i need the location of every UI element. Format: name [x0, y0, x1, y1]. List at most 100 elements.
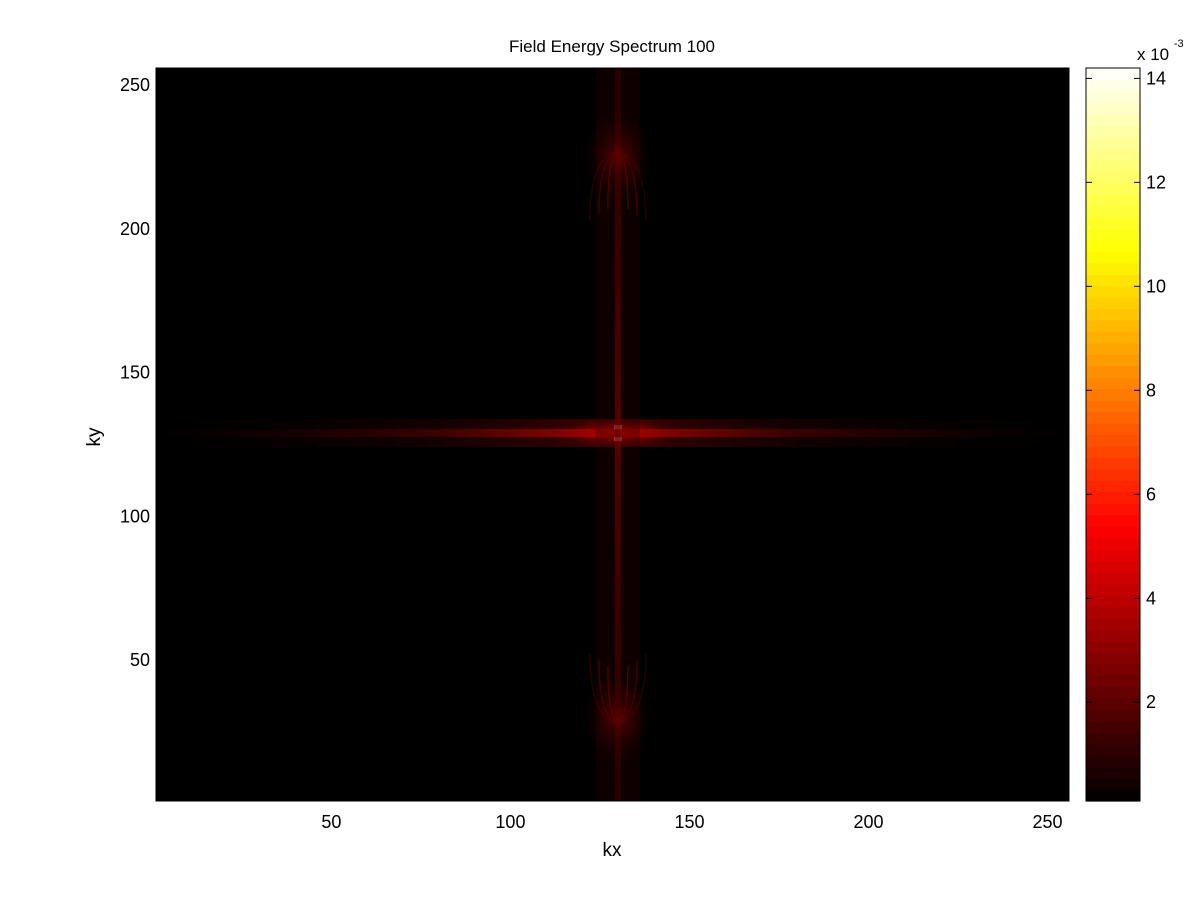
colorbar-tick-label: 2: [1146, 692, 1156, 712]
x-axis-label: kx: [603, 840, 623, 861]
lobe-arc: [589, 653, 647, 725]
colorbar-step: [1086, 262, 1140, 275]
colorbar-step: [1086, 640, 1140, 653]
colorbar-step: [1086, 594, 1140, 607]
colorbar-step: [1086, 468, 1140, 481]
colorbar-step: [1086, 709, 1140, 722]
colorbar-step: [1086, 182, 1140, 195]
colorbar-step: [1086, 342, 1140, 355]
colorbar-step: [1086, 193, 1140, 207]
y-axis-label: ky: [84, 427, 105, 447]
spectral-lobe: [583, 671, 652, 764]
x-tick-label: 250: [1032, 812, 1062, 832]
colorbar-step: [1086, 778, 1140, 791]
horizontal-ridge: [156, 429, 1069, 438]
vertical-ridge: [614, 68, 621, 801]
colorbar-step: [1086, 354, 1140, 367]
lobe-arc: [589, 150, 647, 222]
colorbar-step: [1086, 102, 1140, 115]
colorbar-step: [1086, 743, 1140, 756]
colorbar-frame: [1085, 67, 1141, 802]
colorbar-step: [1086, 228, 1140, 241]
x-tick-label: 100: [495, 812, 525, 832]
colorbar-step: [1086, 675, 1140, 688]
x-tick-label: 50: [321, 812, 341, 832]
colorbar-exponent-base: x 10: [1137, 45, 1169, 64]
y-tick-label: 100: [120, 506, 150, 526]
colorbar-step: [1086, 90, 1140, 103]
colorbar-step: [1086, 377, 1140, 390]
colorbar-step: [1086, 113, 1140, 126]
colorbar-step: [1086, 617, 1140, 630]
colorbar-step: [1086, 652, 1140, 665]
colorbar-step: [1086, 285, 1140, 298]
colorbar-tick-label: 8: [1146, 380, 1156, 400]
colorbar-step: [1086, 755, 1140, 768]
colorbar-gradient: [1086, 68, 1140, 802]
colorbar-step: [1086, 411, 1140, 424]
colorbar-ticks: 2 4 6 8 10 12 14: [1086, 68, 1166, 712]
colorbar-step: [1086, 400, 1140, 413]
colorbar-step: [1086, 549, 1140, 562]
colorbar-step: [1086, 79, 1140, 92]
colorbar-step: [1086, 697, 1140, 710]
colorbar-tick-label: 6: [1146, 484, 1156, 504]
colorbar-step: [1086, 171, 1140, 184]
colorbar-step: [1086, 503, 1140, 516]
colorbar-step: [1086, 560, 1140, 573]
lobe-arc: [598, 659, 638, 725]
colorbar-step: [1086, 297, 1140, 310]
colorbar-step: [1086, 491, 1140, 504]
x-tick-label: 150: [674, 812, 704, 832]
chart-title: Field Energy Spectrum 100: [509, 37, 715, 56]
colorbar-step: [1086, 388, 1140, 401]
colorbar-step: [1086, 68, 1140, 81]
y-tick-label: 150: [120, 363, 150, 383]
colorbar: 2 4 6 8 10 12 14 x 10 -3: [1085, 38, 1184, 802]
colorbar-step: [1086, 571, 1140, 584]
x-tick-label: 200: [853, 812, 883, 832]
y-axis-ticks: 50 100 150 200 250: [120, 75, 1069, 670]
colorbar-tick-label: 14: [1146, 68, 1166, 88]
colorbar-step: [1086, 514, 1140, 527]
colorbar-step: [1086, 686, 1140, 699]
colorbar-step: [1086, 445, 1140, 459]
colorbar-step: [1086, 308, 1140, 321]
spectrum-features: [156, 68, 1069, 801]
x-axis-ticks: 50 100 150 200 250: [321, 68, 1063, 832]
colorbar-step: [1086, 159, 1140, 172]
colorbar-step: [1086, 789, 1140, 802]
colorbar-step: [1086, 216, 1140, 229]
colorbar-step: [1086, 720, 1140, 733]
colorbar-step: [1086, 537, 1140, 550]
colorbar-step: [1086, 526, 1140, 539]
colorbar-step: [1086, 125, 1140, 138]
colorbar-step: [1086, 434, 1140, 447]
colorbar-step: [1086, 148, 1140, 161]
colorbar-step: [1086, 136, 1140, 149]
colorbar-step: [1086, 766, 1140, 779]
colorbar-step: [1086, 606, 1140, 619]
heatmap-plot-area: [155, 67, 1070, 802]
colorbar-step: [1086, 423, 1140, 436]
lobe-arc: [598, 150, 638, 216]
colorbar-tick-label: 12: [1146, 172, 1166, 192]
colorbar-exponent: x 10 -3: [1137, 38, 1184, 64]
colorbar-step: [1086, 251, 1140, 264]
colorbar-step: [1086, 629, 1140, 642]
plot-frame: [155, 67, 1070, 802]
colorbar-step: [1086, 331, 1140, 344]
y-tick-label: 50: [130, 650, 150, 670]
y-tick-label: 250: [120, 75, 150, 95]
y-tick-label: 200: [120, 219, 150, 239]
colorbar-step: [1086, 274, 1140, 287]
colorbar-step: [1086, 583, 1140, 596]
colorbar-step: [1086, 319, 1140, 333]
spectral-lobe: [583, 111, 652, 204]
colorbar-step: [1086, 663, 1140, 676]
colorbar-tick-label: 4: [1146, 588, 1156, 608]
colorbar-step: [1086, 457, 1140, 470]
colorbar-step: [1086, 732, 1140, 745]
colorbar-step: [1086, 365, 1140, 378]
